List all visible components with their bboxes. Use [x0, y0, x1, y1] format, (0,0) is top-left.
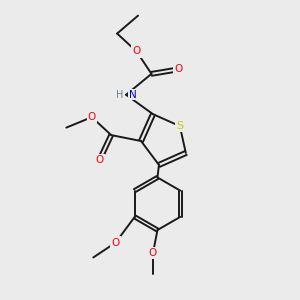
Text: O: O	[88, 112, 96, 122]
Text: O: O	[95, 155, 103, 166]
Text: O: O	[174, 64, 182, 74]
Text: O: O	[149, 248, 157, 258]
Text: N: N	[129, 90, 137, 100]
Text: S: S	[176, 121, 183, 131]
Text: O: O	[112, 238, 120, 248]
Text: O: O	[132, 46, 141, 56]
Text: H: H	[116, 90, 124, 100]
